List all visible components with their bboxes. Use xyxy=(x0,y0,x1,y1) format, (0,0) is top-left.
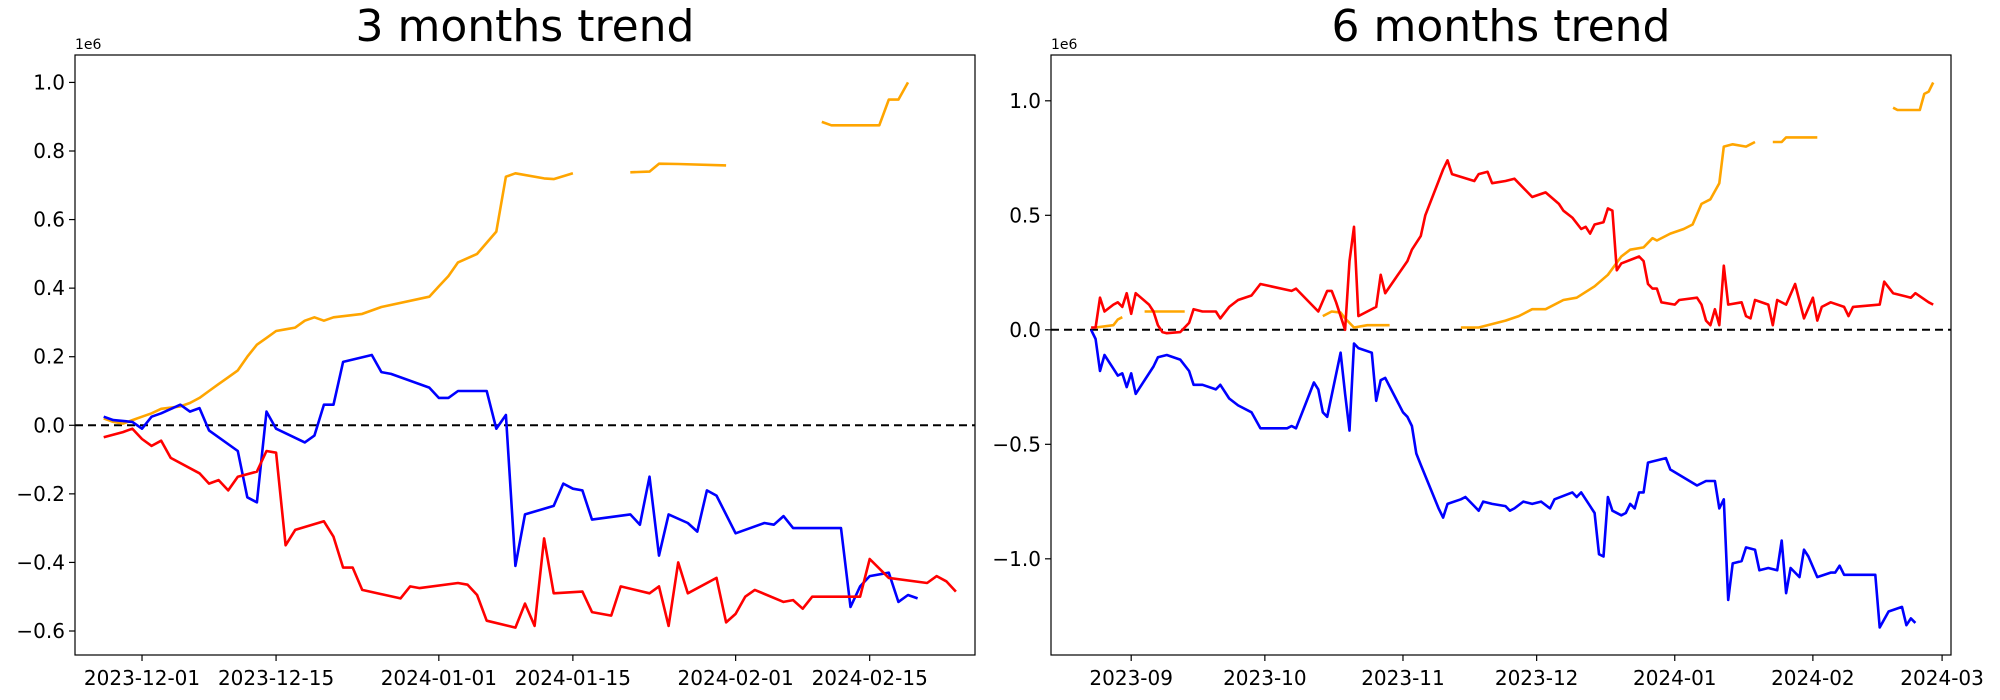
chart-title: 6 months trend xyxy=(1332,1,1671,52)
y-tick-label: 0.0 xyxy=(1009,318,1041,342)
series-line-1 xyxy=(1091,159,1934,335)
x-tick-label: 2024-01-01 xyxy=(381,666,497,690)
y-tick-label: −0.2 xyxy=(16,482,65,506)
y-tick-label: 0.2 xyxy=(33,345,65,369)
x-tick-label: 2024-03 xyxy=(1900,666,1984,690)
series-line-0 xyxy=(1095,81,1935,329)
chart-title: 3 months trend xyxy=(356,1,695,52)
x-tick-label: 2023-12-01 xyxy=(84,666,200,690)
x-tick-label: 2024-01 xyxy=(1633,666,1717,690)
y-tick-label: 0.8 xyxy=(33,139,65,163)
x-tick-label: 2023-09 xyxy=(1089,666,1173,690)
y-tick-label: 0.6 xyxy=(33,208,65,232)
y-tick-label: 0.4 xyxy=(33,276,65,300)
series-line-1 xyxy=(103,353,919,609)
y-tick-label: −0.5 xyxy=(992,432,1041,456)
x-tick-label: 2023-12-15 xyxy=(218,666,334,690)
y-tick-label: −1.0 xyxy=(992,547,1041,571)
series-line-0 xyxy=(103,81,910,425)
x-tick-label: 2023-12 xyxy=(1495,666,1579,690)
y-tick-label: −0.4 xyxy=(16,550,65,574)
x-tick-label: 2023-10 xyxy=(1223,666,1307,690)
axes-frame xyxy=(1050,54,1952,656)
series-line-2 xyxy=(103,427,957,629)
series-group xyxy=(103,81,957,629)
chart-3-months: 3 months trend −0.6 −0.4 −0.2 0.0 0.2 0.4 0.6 0.… xyxy=(16,1,976,690)
y-tick-label: −0.6 xyxy=(16,619,65,643)
y-offset-label: 1e6 xyxy=(1051,37,1078,53)
x-tick-label: 2024-01-15 xyxy=(515,666,631,690)
x-tick-label: 2024-02 xyxy=(1771,666,1855,690)
y-tick-label: 0.5 xyxy=(1009,203,1041,227)
y-tick-label: 0.0 xyxy=(33,413,65,437)
chart-6-months: 6 months trend −1.0 −0.5 0.0 0.5 1.0 1e6 2023-0… xyxy=(992,1,1983,690)
x-tick-label: 2024-02-01 xyxy=(678,666,794,690)
y-offset-label: 1e6 xyxy=(75,37,102,53)
series-line-2 xyxy=(1089,329,1917,629)
series-group xyxy=(1089,81,1935,629)
axes-frame xyxy=(74,54,976,656)
x-tick-label: 2024-02-15 xyxy=(812,666,928,690)
x-tick-label: 2023-11 xyxy=(1361,666,1445,690)
y-tick-label: 1.0 xyxy=(1009,89,1041,113)
y-tick-label: 1.0 xyxy=(33,70,65,94)
